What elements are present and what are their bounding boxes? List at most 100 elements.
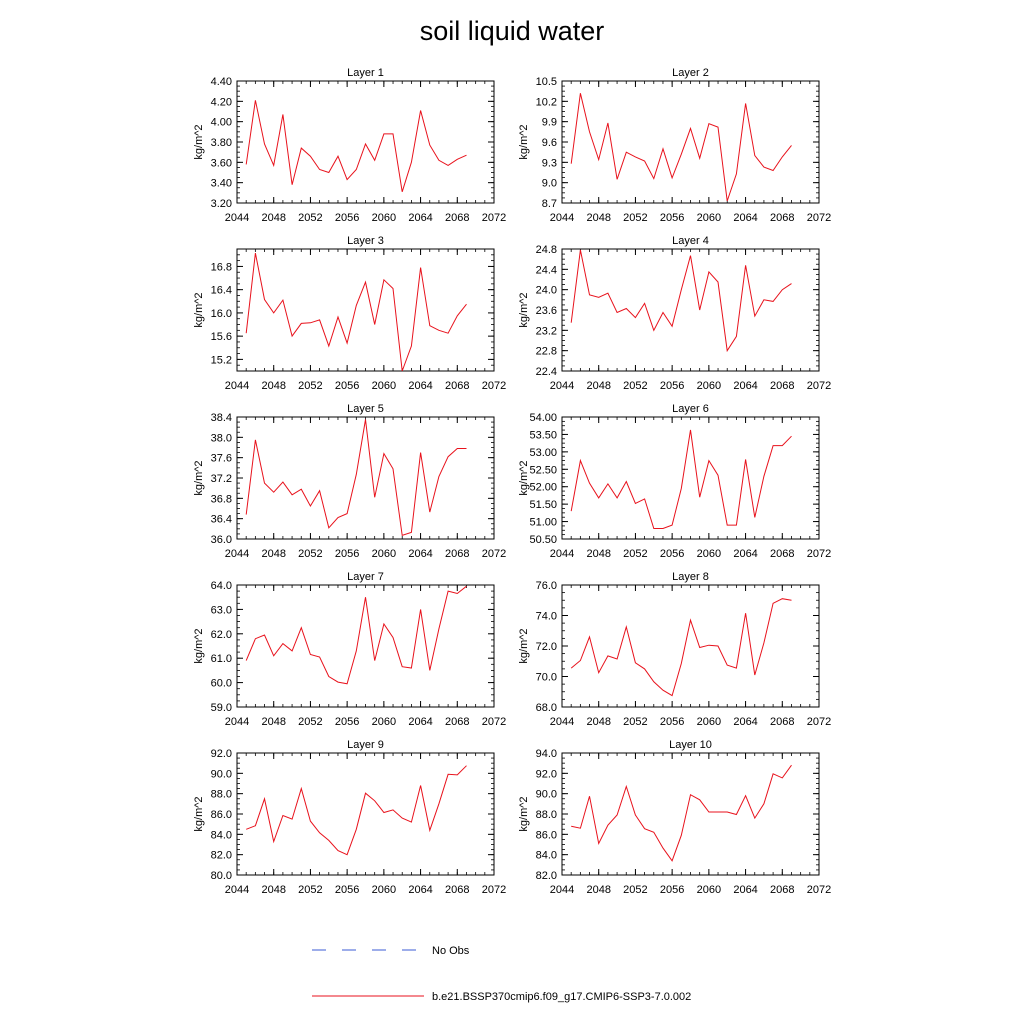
x-tick-label: 2056: [335, 548, 359, 560]
x-tick-label: 2072: [482, 380, 506, 392]
x-tick-label: 2048: [586, 548, 610, 560]
x-tick-label: 2044: [225, 548, 249, 560]
series-line-layer-8: [570, 598, 792, 697]
x-tick-label: 2056: [335, 380, 359, 392]
x-tick-label: 2060: [697, 884, 721, 896]
y-tick-label: 92.0: [536, 768, 557, 780]
y-tick-label: 38.0: [211, 432, 232, 444]
x-tick-label: 2064: [733, 380, 757, 392]
y-tick-label: 10.5: [536, 76, 557, 88]
x-tick-label: 2068: [770, 380, 794, 392]
y-tick-label: 22.8: [536, 346, 557, 358]
y-axis-label: kg/m^2: [518, 292, 530, 327]
x-tick-label: 2068: [445, 380, 469, 392]
x-tick-label: 2056: [660, 380, 684, 392]
y-tick-label: 24.4: [536, 264, 557, 276]
x-tick-label: 2060: [372, 548, 396, 560]
x-tick-label: 2072: [482, 716, 506, 728]
x-tick-label: 2044: [550, 716, 574, 728]
series-line-layer-7: [245, 585, 467, 685]
y-tick-label: 16.4: [211, 285, 232, 297]
y-tick-label: 76.0: [536, 580, 557, 592]
series-line-layer-3: [245, 253, 467, 372]
panel-layer-6: Layer 6 2044 2048 2052 2056 2060 2064 2068 2072 5…: [518, 403, 831, 560]
panel-layer-7: Layer 7 2044 2048 2052 2056 2060 2064 2068 2072 5…: [193, 571, 506, 728]
x-tick-label: 2052: [298, 380, 322, 392]
x-tick-label: 2068: [445, 884, 469, 896]
y-tick-label: 16.0: [211, 308, 232, 320]
x-tick-label: 2068: [445, 548, 469, 560]
x-tick-label: 2052: [623, 716, 647, 728]
series-line-layer-10: [571, 764, 792, 862]
y-tick-label: 74.0: [536, 611, 557, 623]
y-tick-label: 82.0: [211, 850, 232, 862]
y-tick-label: 38.4: [211, 412, 232, 424]
series-line-layer-6: [570, 429, 792, 529]
x-tick-label: 2044: [550, 548, 574, 560]
panel-title: Layer 10: [669, 739, 712, 751]
x-tick-label: 2048: [586, 884, 610, 896]
x-tick-label: 2052: [623, 212, 647, 224]
y-tick-label: 86.0: [536, 829, 557, 841]
y-tick-label: 10.2: [536, 96, 557, 108]
y-axis-label: kg/m^2: [518, 460, 530, 495]
x-tick-label: 2064: [733, 212, 757, 224]
panel-title: Layer 9: [347, 739, 384, 751]
x-tick-label: 2048: [586, 212, 610, 224]
panel-layer-8: Layer 8 2044 2048 2052 2056 2060 2064 2068 2072 6…: [518, 571, 831, 728]
x-tick-label: 2044: [550, 884, 574, 896]
x-tick-label: 2072: [807, 548, 831, 560]
x-tick-label: 2048: [586, 716, 610, 728]
panel-title: Layer 3: [347, 235, 384, 247]
x-tick-label: 2052: [298, 212, 322, 224]
x-tick-label: 2068: [770, 212, 794, 224]
x-tick-label: 2056: [335, 212, 359, 224]
series-line-layer-1: [245, 100, 467, 192]
y-tick-label: 51.00: [529, 517, 557, 529]
y-tick-label: 86.0: [211, 809, 232, 821]
series-line-layer-2: [570, 93, 792, 202]
y-tick-label: 94.0: [536, 748, 557, 760]
plot-frame: [236, 416, 495, 540]
y-tick-label: 80.0: [211, 870, 232, 882]
panel-title: Layer 1: [347, 67, 384, 79]
x-tick-label: 2068: [770, 548, 794, 560]
y-tick-label: 36.0: [211, 534, 232, 546]
x-tick-label: 2060: [697, 548, 721, 560]
panel-title: Layer 5: [347, 403, 384, 415]
y-tick-label: 23.2: [536, 325, 557, 337]
x-tick-label: 2048: [586, 380, 610, 392]
y-tick-label: 4.00: [211, 117, 232, 129]
legend-obs-label: No Obs: [432, 945, 470, 957]
y-tick-label: 68.0: [536, 702, 557, 714]
y-tick-label: 63.0: [211, 604, 232, 616]
x-tick-label: 2052: [298, 548, 322, 560]
x-tick-label: 2072: [482, 884, 506, 896]
x-tick-label: 2056: [335, 716, 359, 728]
series-line-layer-4: [570, 249, 792, 353]
x-tick-label: 2048: [261, 884, 285, 896]
y-tick-label: 15.6: [211, 331, 232, 343]
y-tick-label: 54.00: [529, 412, 557, 424]
figure-title: soil liquid water: [420, 16, 605, 46]
x-tick-label: 2052: [623, 548, 647, 560]
y-tick-label: 51.50: [529, 499, 557, 511]
panel-title: Layer 7: [347, 571, 384, 583]
plot-frame: [236, 752, 495, 876]
panel-title: Layer 8: [672, 571, 709, 583]
y-tick-label: 3.60: [211, 157, 232, 169]
x-tick-label: 2064: [733, 884, 757, 896]
plot-frame: [561, 80, 820, 204]
y-tick-label: 61.0: [211, 653, 232, 665]
x-tick-label: 2048: [261, 716, 285, 728]
y-tick-label: 9.9: [542, 117, 557, 129]
y-tick-label: 50.50: [529, 534, 557, 546]
y-axis-label: kg/m^2: [193, 124, 205, 159]
x-tick-label: 2064: [408, 380, 432, 392]
x-tick-label: 2064: [733, 716, 757, 728]
y-tick-label: 70.0: [536, 672, 557, 684]
x-tick-label: 2048: [261, 548, 285, 560]
y-tick-label: 82.0: [536, 870, 557, 882]
y-tick-label: 84.0: [211, 829, 232, 841]
x-tick-label: 2060: [697, 212, 721, 224]
